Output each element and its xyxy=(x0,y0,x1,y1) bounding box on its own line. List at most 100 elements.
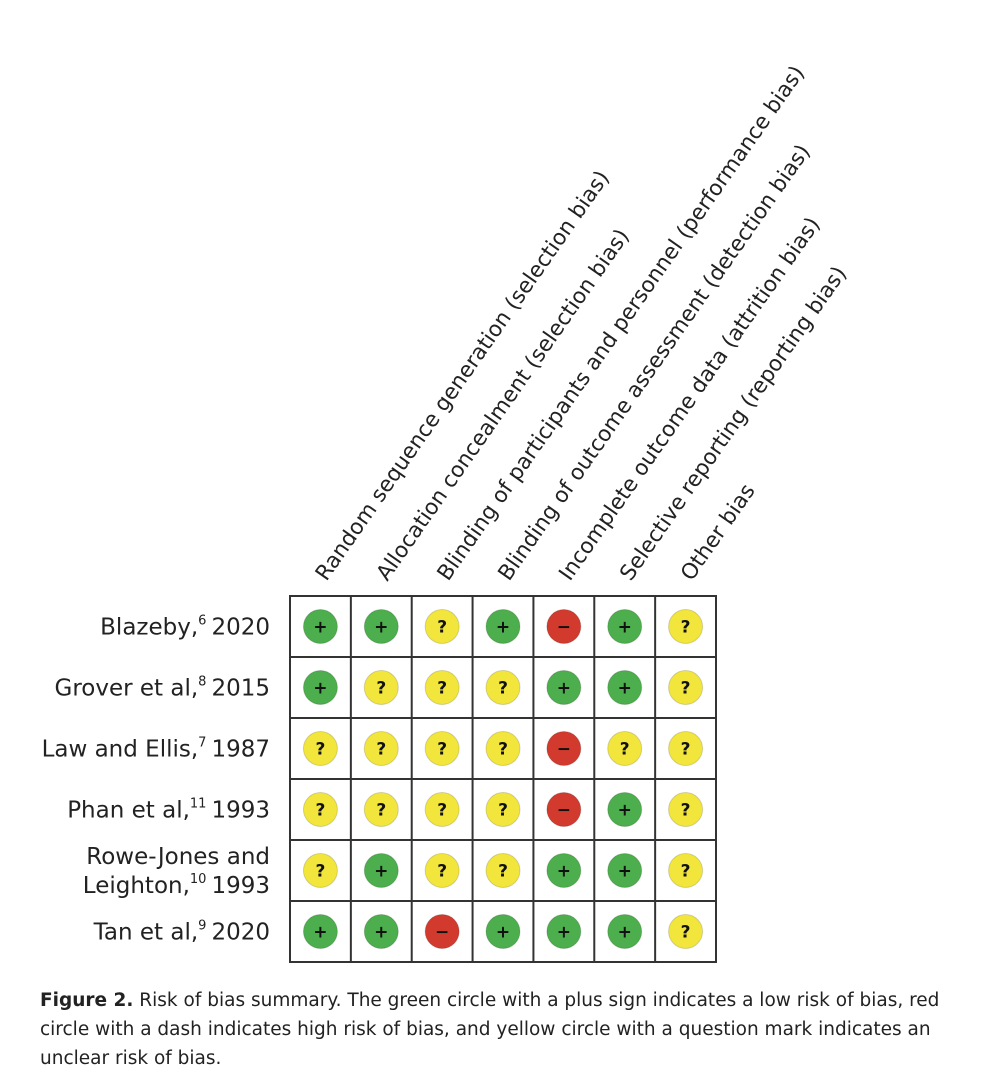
judgment-symbol: ? xyxy=(315,862,325,882)
reference-number: 10 xyxy=(190,872,207,887)
study-year: 1987 xyxy=(211,737,270,763)
study-author: Rowe-Jones and xyxy=(86,844,270,870)
judgment-circle xyxy=(607,670,643,705)
judgment-circle xyxy=(363,731,399,766)
caption-text: Risk of bias summary. The green circle w… xyxy=(40,990,940,1069)
row-label: Tan et al,9 2020 xyxy=(93,919,270,946)
judgment-symbol: ? xyxy=(620,740,630,760)
judgment-symbol: ? xyxy=(681,618,691,638)
judgment-symbol: ? xyxy=(376,740,386,760)
judgment-symbol: ? xyxy=(498,679,508,699)
judgment-symbol: ? xyxy=(315,740,325,760)
judgment-circle xyxy=(546,853,582,888)
judgment-circle xyxy=(424,792,460,827)
study-author: Phan et al, xyxy=(67,798,190,824)
study-author: Law and Ellis, xyxy=(42,737,199,763)
row-label: Law and Ellis,7 1987 xyxy=(42,736,270,763)
judgment-symbol: + xyxy=(374,923,388,943)
judgment-circle xyxy=(485,731,521,766)
judgment-circle xyxy=(302,792,338,827)
judgment-symbol: ? xyxy=(498,740,508,760)
judgment-symbol: + xyxy=(618,862,632,882)
judgment-circle xyxy=(607,731,643,766)
judgment-symbol: + xyxy=(618,618,632,638)
judgment-circle xyxy=(485,609,521,644)
judgment-symbol: ? xyxy=(437,618,447,638)
judgment-circle xyxy=(546,792,582,827)
judgment-circle xyxy=(363,609,399,644)
judgment-circle xyxy=(607,853,643,888)
judgment-symbol: ? xyxy=(437,862,447,882)
judgment-circle xyxy=(363,853,399,888)
judgment-circle xyxy=(607,914,643,949)
judgment-circle xyxy=(485,670,521,705)
judgment-symbol: + xyxy=(618,801,632,821)
judgment-symbol: ? xyxy=(498,801,508,821)
judgment-circle xyxy=(668,914,704,949)
judgment-symbol: + xyxy=(618,923,632,943)
reference-number: 11 xyxy=(190,797,207,812)
judgment-symbol: ? xyxy=(376,679,386,699)
row-label: Blazeby,6 2020 xyxy=(100,614,270,641)
judgment-symbol: ? xyxy=(437,801,447,821)
judgment-circle xyxy=(668,670,704,705)
judgment-symbol: + xyxy=(313,679,327,699)
study-year: 1993 xyxy=(211,873,270,899)
judgment-symbol: + xyxy=(557,862,571,882)
reference-number: 9 xyxy=(198,919,206,934)
judgment-circle xyxy=(546,914,582,949)
row-label: Leighton,10 1993 xyxy=(83,872,270,899)
study-author: Blazeby, xyxy=(100,615,198,641)
judgment-circle xyxy=(424,609,460,644)
column-header: Selective reporting (reporting bias) xyxy=(615,262,852,585)
risk-of-bias-figure: Random sequence generation (selection bi… xyxy=(42,61,852,963)
reference-number: 8 xyxy=(198,675,206,690)
judgment-circle xyxy=(668,792,704,827)
judgment-symbol: + xyxy=(496,923,510,943)
judgment-circle xyxy=(302,731,338,766)
row-label: Grover et al,8 2015 xyxy=(55,675,270,702)
judgment-symbol: + xyxy=(313,923,327,943)
judgment-circle xyxy=(302,670,338,705)
judgment-circle xyxy=(363,670,399,705)
caption-label: Figure 2. xyxy=(40,990,134,1011)
judgment-circle xyxy=(424,670,460,705)
judgment-circle xyxy=(302,914,338,949)
judgment-symbol: − xyxy=(435,923,449,943)
judgment-symbol: ? xyxy=(681,679,691,699)
judgment-symbol: + xyxy=(557,679,571,699)
judgment-symbol: − xyxy=(557,740,571,760)
study-year: 2020 xyxy=(211,920,270,946)
judgment-circle xyxy=(302,853,338,888)
study-year: 2020 xyxy=(211,615,270,641)
reference-number: 7 xyxy=(198,736,206,751)
study-year: 2015 xyxy=(211,676,270,702)
judgment-symbol: ? xyxy=(437,679,447,699)
judgment-symbol: ? xyxy=(681,740,691,760)
judgment-symbol: ? xyxy=(681,923,691,943)
judgment-circle xyxy=(668,731,704,766)
judgment-circle xyxy=(363,914,399,949)
judgment-circle xyxy=(485,914,521,949)
judgment-circle xyxy=(607,792,643,827)
judgment-symbol: + xyxy=(374,618,388,638)
judgment-circle xyxy=(302,609,338,644)
judgment-circle xyxy=(424,853,460,888)
judgment-symbol: ? xyxy=(315,801,325,821)
judgment-circle xyxy=(546,670,582,705)
judgment-symbol: ? xyxy=(437,740,447,760)
row-label: Phan et al,11 1993 xyxy=(67,797,270,824)
judgment-circle xyxy=(546,609,582,644)
judgment-symbol: + xyxy=(374,862,388,882)
judgment-circle xyxy=(485,792,521,827)
judgment-circle xyxy=(363,792,399,827)
reference-number: 6 xyxy=(198,614,206,629)
judgment-symbol: + xyxy=(313,618,327,638)
judgment-symbol: + xyxy=(618,679,632,699)
judgment-circle xyxy=(668,609,704,644)
judgment-symbol: ? xyxy=(498,862,508,882)
study-author: Leighton, xyxy=(83,873,190,899)
judgment-symbol: ? xyxy=(376,801,386,821)
judgment-symbol: + xyxy=(496,618,510,638)
